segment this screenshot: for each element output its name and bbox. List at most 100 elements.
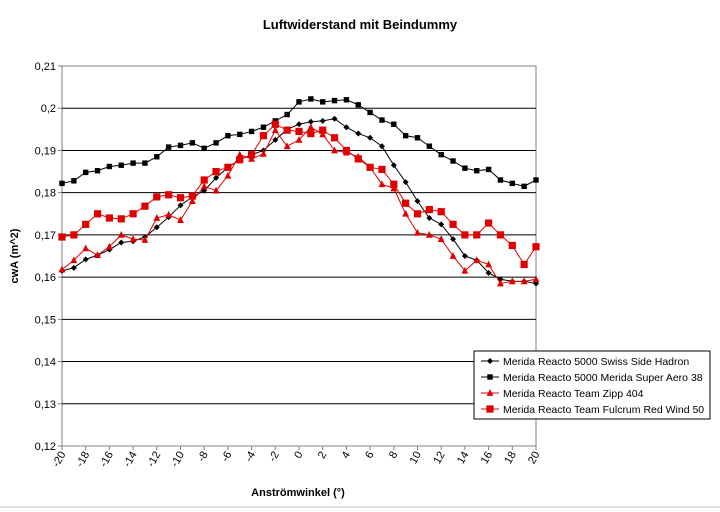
- y-axis-ticks: 0,12 0,13 0,14 0,15 0,16 0,17 0,18 0,19 0,2 0,21: [35, 61, 62, 453]
- data-point: [248, 128, 255, 135]
- data-point: [355, 102, 361, 108]
- data-point: [165, 191, 173, 199]
- data-point: [354, 155, 362, 163]
- data-point: [117, 215, 125, 223]
- y-tick-label: 0,16: [35, 272, 56, 284]
- data-point: [130, 160, 136, 166]
- data-point: [367, 134, 374, 141]
- data-point: [260, 124, 267, 130]
- data-point: [165, 144, 172, 150]
- x-tick-label: -4: [243, 450, 258, 464]
- data-point: [450, 236, 457, 243]
- y-tick-label: 0,21: [35, 61, 56, 73]
- x-tick-label: -12: [145, 450, 163, 470]
- data-point: [237, 131, 243, 138]
- data-point: [378, 143, 385, 150]
- data-point: [438, 151, 444, 158]
- data-point: [461, 231, 469, 239]
- data-point: [201, 145, 207, 152]
- data-point: [414, 198, 421, 205]
- gridlines: [62, 107, 536, 405]
- data-point: [118, 162, 124, 168]
- data-point: [319, 130, 327, 138]
- data-point: [378, 165, 386, 174]
- data-point: [379, 117, 385, 123]
- y-tick-label: 0,13: [35, 399, 56, 411]
- data-point: [413, 210, 422, 218]
- data-point: [391, 121, 397, 127]
- data-point: [319, 126, 327, 134]
- data-point: [366, 163, 374, 171]
- data-point: [260, 149, 267, 157]
- data-point: [82, 244, 90, 252]
- y-tick-label: 0,17: [35, 230, 56, 242]
- data-point: [532, 243, 540, 251]
- y-tick-label: 0,18: [35, 188, 56, 200]
- data-point: [331, 115, 338, 122]
- data-point: [82, 220, 90, 228]
- data-point: [414, 135, 421, 141]
- data-point: [355, 130, 362, 137]
- data-point: [153, 193, 161, 201]
- data-point: [390, 184, 398, 192]
- data-point: [438, 221, 445, 228]
- data-point: [425, 205, 433, 214]
- data-point: [485, 219, 493, 227]
- data-point: [343, 97, 350, 103]
- data-point: [319, 117, 326, 124]
- data-point: [343, 124, 350, 131]
- x-tick-label: -2: [267, 450, 282, 464]
- data-point: [200, 176, 208, 184]
- data-point: [82, 256, 89, 263]
- data-point: [402, 179, 409, 186]
- y-tick-label: 0,15: [35, 314, 56, 326]
- data-point: [533, 177, 539, 183]
- data-point: [212, 167, 220, 176]
- data-point: [153, 214, 161, 221]
- data-point: [496, 231, 505, 239]
- data-point: [188, 192, 196, 200]
- x-tick-label: 12: [431, 450, 448, 467]
- data-point: [129, 235, 137, 243]
- legend-label: Merida Reacto 5000 Swiss Side Hadron: [503, 356, 689, 368]
- x-tick-label: -8: [196, 450, 211, 464]
- legend-label: Merida Reacto 5000 Merida Super Aero 38: [503, 372, 703, 384]
- data-point: [141, 236, 149, 243]
- legend: Merida Reacto 5000 Swiss Side Hadron Meri…: [473, 350, 711, 420]
- data-point: [213, 140, 219, 146]
- data-point: [94, 251, 101, 259]
- data-point: [437, 235, 445, 243]
- x-tick-label: 10: [408, 450, 425, 467]
- data-point: [487, 374, 493, 380]
- x-tick-label: 20: [526, 450, 543, 467]
- data-point: [307, 129, 315, 138]
- data-point: [212, 186, 220, 194]
- data-point: [497, 279, 504, 287]
- data-point: [295, 127, 303, 136]
- legend-box: [473, 350, 711, 420]
- data-point: [94, 168, 101, 174]
- y-tick-label: 0,19: [35, 145, 56, 157]
- data-point: [272, 136, 279, 143]
- x-tick-label: 14: [455, 450, 472, 467]
- data-point: [449, 220, 457, 228]
- x-tick-label: 4: [340, 450, 353, 461]
- data-point: [213, 174, 220, 181]
- data-point: [437, 208, 445, 216]
- data-point: [320, 99, 326, 105]
- y-axis-title: cwA (m^2): [9, 228, 21, 283]
- x-tick-label: -16: [98, 450, 116, 470]
- data-point: [308, 96, 314, 102]
- data-point: [58, 265, 66, 273]
- data-point: [461, 266, 469, 274]
- data-point: [461, 253, 468, 259]
- x-tick-label: -18: [74, 450, 92, 470]
- legend-item: Merida Reacto Team Zipp 404: [481, 388, 644, 400]
- data-point: [71, 178, 77, 184]
- x-axis-ticks: -20 -18 -16 -14 -12 -10 -8 -6 -4 -2 0 2 4 6 8 10 12 14 16 1…: [50, 446, 543, 470]
- x-tick-label: -6: [219, 450, 234, 464]
- data-point: [200, 182, 208, 190]
- data-point: [426, 143, 433, 149]
- data-point: [271, 126, 279, 134]
- data-point: [225, 132, 231, 139]
